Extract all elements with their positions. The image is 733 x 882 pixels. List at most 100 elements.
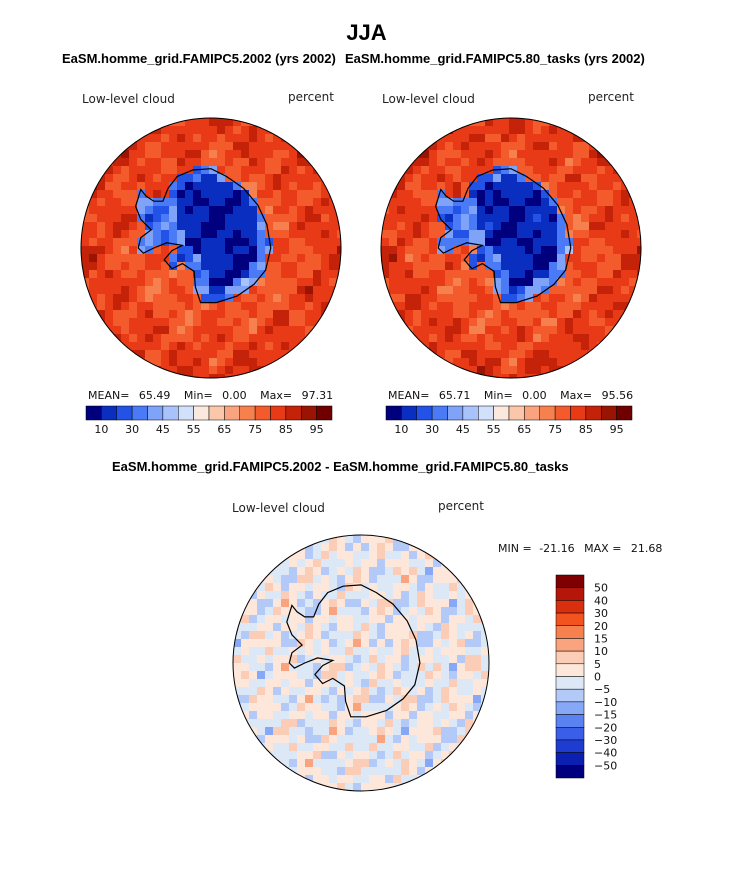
panel1-max-label: Max= xyxy=(260,389,293,402)
colorbar-1-swatch xyxy=(193,405,210,421)
colorbar-1-tick: 65 xyxy=(217,423,231,436)
panel2-mean-value: 65.71 xyxy=(438,389,471,402)
colorbar-1-swatch xyxy=(239,405,256,421)
colorbar-2-swatch xyxy=(554,405,571,421)
colorbar-2-swatch xyxy=(616,405,633,421)
colorbar-1-swatch xyxy=(147,405,164,421)
coastline-2 xyxy=(434,168,572,304)
colorbar-1-swatch xyxy=(162,405,179,421)
panel1-stats: MEAN= 65.49 Min= 0.00 Max= 97.31 xyxy=(88,389,333,402)
panel1-mean-value: 65.49 xyxy=(138,389,171,402)
map-field-2 xyxy=(381,118,641,378)
panel1-min-label: Min= xyxy=(183,389,213,402)
colorbar-3-tick: 20 xyxy=(594,620,608,633)
colorbar-1-swatch xyxy=(285,405,302,421)
panel3-min-value: -21.16 xyxy=(539,542,575,555)
colorbar-3-tick: 15 xyxy=(594,632,608,645)
colorbar-3-swatch xyxy=(555,739,585,753)
panel1-variable-label: Low-level cloud xyxy=(82,92,175,106)
map-field-1 xyxy=(81,118,341,378)
map-panel-1 xyxy=(80,117,342,379)
colorbar-1-swatch xyxy=(131,405,148,421)
panel1-max-value: 97.31 xyxy=(301,389,334,402)
colorbar-2: 10 30 45 55 65 75 85 95 xyxy=(385,405,633,436)
colorbar-2-swatch xyxy=(478,405,494,421)
colorbar-3-swatch xyxy=(555,612,585,626)
colorbar-2-tick: 95 xyxy=(610,423,624,436)
colorbar-2-tick: 65 xyxy=(517,423,531,436)
colorbar-3-swatch xyxy=(555,650,585,665)
panel2-max-value: 95.56 xyxy=(601,389,634,402)
colorbar-2-tick: 10 xyxy=(394,423,408,436)
colorbar-3-tick: −20 xyxy=(594,721,617,734)
panel3-title: EaSM.homme_grid.FAMIPC5.2002 - EaSM.homm… xyxy=(112,459,569,474)
colorbar-1-tick: 95 xyxy=(310,423,324,436)
colorbar-3-tick: 5 xyxy=(594,658,601,671)
colorbar-2-swatch xyxy=(539,405,556,421)
coastline-3 xyxy=(286,584,421,718)
colorbar-2-swatch xyxy=(524,405,540,421)
colorbar-1-swatch xyxy=(101,405,117,421)
panel2-min-label: Min= xyxy=(483,389,513,402)
colorbar-3-swatch xyxy=(555,765,585,779)
map-border-1 xyxy=(80,117,342,379)
colorbar-2-swatch xyxy=(431,405,448,421)
panel2-mean-label: MEAN= xyxy=(388,389,430,402)
panel3-stats: MIN = -21.16 MAX = 21.68 xyxy=(498,542,662,555)
colorbar-2-swatch xyxy=(447,405,464,421)
panel3-variable-label: Low-level cloud xyxy=(232,501,325,515)
colorbar-3-tick: −10 xyxy=(594,696,617,709)
colorbar-3-tick: 50 xyxy=(594,582,608,595)
colorbar-3-tick: −5 xyxy=(594,683,610,696)
panel2-variable-label: Low-level cloud xyxy=(382,92,475,106)
panel3-units-label: percent xyxy=(438,499,484,513)
colorbar-2-swatch xyxy=(570,405,587,421)
panel2-max-label: Max= xyxy=(560,389,593,402)
colorbar-1-tick: 30 xyxy=(125,423,139,436)
colorbar-3-swatch xyxy=(555,663,585,677)
map-border-2 xyxy=(380,117,642,379)
panel2-stats: MEAN= 65.71 Min= 0.00 Max= 95.56 xyxy=(388,389,633,402)
colorbar-2-tick: 75 xyxy=(548,423,562,436)
colorbar-1-tick: 75 xyxy=(248,423,262,436)
colorbar-2-swatch xyxy=(462,405,479,421)
colorbar-3-tick: −50 xyxy=(594,759,617,772)
colorbar-3-tick: −15 xyxy=(594,709,617,722)
colorbar-2-swatch xyxy=(585,405,602,421)
colorbar-1-swatch xyxy=(301,405,317,421)
colorbar-1-tick: 55 xyxy=(187,423,201,436)
panel1-mean-label: MEAN= xyxy=(88,389,130,402)
colorbar-3-tick: 10 xyxy=(594,645,608,658)
map-border-3 xyxy=(232,534,490,792)
colorbar-3-swatch xyxy=(555,701,585,715)
colorbar-1: 10 30 45 55 65 75 85 95 xyxy=(85,405,333,436)
colorbar-1-tick: 45 xyxy=(156,423,170,436)
panel2-units-label: percent xyxy=(588,90,634,104)
colorbar-2-swatch xyxy=(385,405,402,421)
colorbar-2-tick: 30 xyxy=(425,423,439,436)
panel1-units-label: percent xyxy=(288,90,334,104)
colorbar-3-swatch xyxy=(555,752,585,766)
colorbar-1-swatch xyxy=(316,405,333,421)
colorbar-3-swatch xyxy=(555,676,585,690)
coastline-1 xyxy=(134,168,272,304)
panel3-max-value: 21.68 xyxy=(630,542,663,555)
map-field-3 xyxy=(233,535,489,791)
colorbar-2-swatch xyxy=(416,405,433,421)
colorbar-3-swatch xyxy=(555,688,585,703)
colorbar-1-swatch xyxy=(178,405,194,421)
colorbar-3-swatch xyxy=(555,587,585,601)
colorbar-3-swatch xyxy=(555,625,585,639)
colorbar-2-swatch xyxy=(401,405,417,421)
colorbar-3-tick: 30 xyxy=(594,607,608,620)
colorbar-1-swatch xyxy=(85,405,102,421)
colorbar-3-tick: 40 xyxy=(594,594,608,607)
colorbar-1-swatch xyxy=(224,405,240,421)
colorbar-2-tick: 85 xyxy=(579,423,593,436)
colorbar-1-tick: 10 xyxy=(94,423,108,436)
colorbar-1-swatch xyxy=(270,405,287,421)
colorbar-1-tick: 85 xyxy=(279,423,293,436)
page-title: JJA xyxy=(346,20,387,45)
